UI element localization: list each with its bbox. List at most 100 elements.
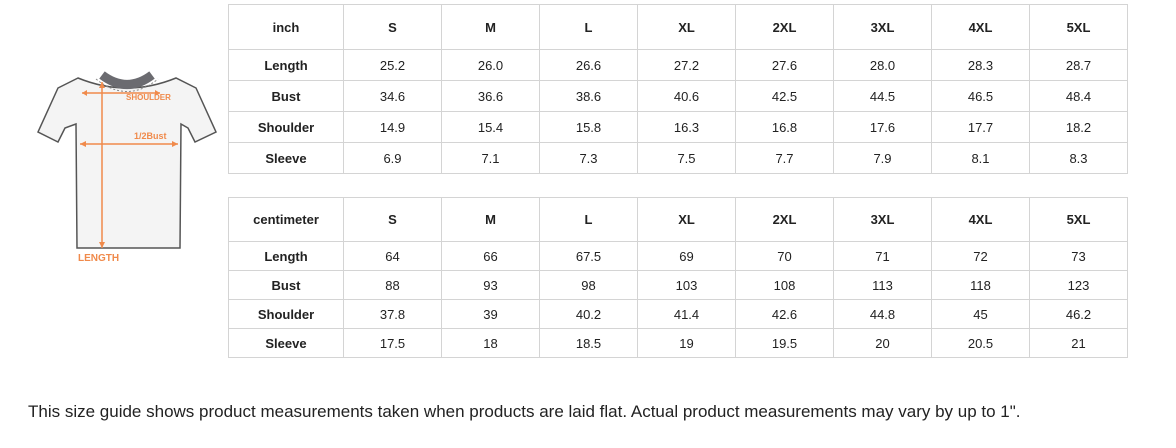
table-cell: 70 xyxy=(735,241,834,271)
row-label: Shoulder xyxy=(228,299,344,329)
row-label: Sleeve xyxy=(228,142,344,174)
table-cell: 42.5 xyxy=(735,80,834,112)
table-cell: 72 xyxy=(931,241,1030,271)
length-arrow-head-top xyxy=(99,82,105,88)
size-guide-note: This size guide shows product measuremen… xyxy=(28,402,1021,421)
table-cell: 17.7 xyxy=(931,111,1030,143)
size-header: 2XL xyxy=(735,197,834,242)
table-cell: 40.6 xyxy=(637,80,736,112)
table-cell: 18 xyxy=(441,328,540,358)
table-cell: 19.5 xyxy=(735,328,834,358)
table-cell: 15.4 xyxy=(441,111,540,143)
table-cell: 19 xyxy=(637,328,736,358)
table-cell: 7.5 xyxy=(637,142,736,174)
table-cell: 44.8 xyxy=(833,299,932,329)
table-cell: 20.5 xyxy=(931,328,1030,358)
size-header: XL xyxy=(637,4,736,50)
unit-header: centimeter xyxy=(228,197,344,242)
table-cell: 7.1 xyxy=(441,142,540,174)
table-cell: 71 xyxy=(833,241,932,271)
table-row: Length 25.2 26.0 26.6 27.2 27.6 28.0 28.… xyxy=(228,49,1128,81)
table-row: Sleeve 17.5 18 18.5 19 19.5 20 20.5 21 xyxy=(228,328,1128,358)
size-header: 3XL xyxy=(833,197,932,242)
size-header: S xyxy=(343,197,442,242)
row-label: Sleeve xyxy=(228,328,344,358)
table-cell: 66 xyxy=(441,241,540,271)
row-label: Length xyxy=(228,241,344,271)
row-label: Length xyxy=(228,49,344,81)
tshirt-body xyxy=(37,77,217,249)
table-cell: 36.6 xyxy=(441,80,540,112)
table-cell: 42.6 xyxy=(735,299,834,329)
size-header: S xyxy=(343,4,442,50)
table-cell: 73 xyxy=(1029,241,1128,271)
length-label: LENGTH xyxy=(78,253,119,264)
centimeter-size-table: centimeter S M L XL 2XL 3XL 4XL 5XL Leng… xyxy=(228,197,1128,358)
table-cell: 93 xyxy=(441,270,540,300)
table-cell: 27.6 xyxy=(735,49,834,81)
shoulder-label: SHOULDER xyxy=(126,93,171,102)
table-cell: 39 xyxy=(441,299,540,329)
table-cell: 8.3 xyxy=(1029,142,1128,174)
table-cell: 48.4 xyxy=(1029,80,1128,112)
table-cell: 123 xyxy=(1029,270,1128,300)
table-cell: 28.3 xyxy=(931,49,1030,81)
size-header: XL xyxy=(637,197,736,242)
unit-header: inch xyxy=(228,4,344,50)
size-header: 4XL xyxy=(931,197,1030,242)
tshirt-collar xyxy=(99,71,155,89)
collar-stitch xyxy=(95,78,159,92)
table-cell: 14.9 xyxy=(343,111,442,143)
table-cell: 98 xyxy=(539,270,638,300)
size-header: 5XL xyxy=(1029,197,1128,242)
table-cell: 113 xyxy=(833,270,932,300)
table-cell: 7.3 xyxy=(539,142,638,174)
table-cell: 40.2 xyxy=(539,299,638,329)
table-cell: 18.5 xyxy=(539,328,638,358)
table-cell: 103 xyxy=(637,270,736,300)
bust-label: 1/2Bust xyxy=(134,131,167,141)
size-header: 3XL xyxy=(833,4,932,50)
table-cell: 44.5 xyxy=(833,80,932,112)
table-header-row: centimeter S M L XL 2XL 3XL 4XL 5XL xyxy=(228,197,1128,242)
table-cell: 20 xyxy=(833,328,932,358)
table-cell: 118 xyxy=(931,270,1030,300)
table-cell: 26.6 xyxy=(539,49,638,81)
inch-size-table: inch S M L XL 2XL 3XL 4XL 5XL Length 25.… xyxy=(228,4,1128,174)
tshirt-icon: SHOULDER 1/2Bust LENGTH xyxy=(37,71,217,264)
row-label: Shoulder xyxy=(228,111,344,143)
table-cell: 25.2 xyxy=(343,49,442,81)
tshirt-measurement-diagram: SHOULDER 1/2Bust LENGTH xyxy=(30,70,225,270)
table-cell: 28.0 xyxy=(833,49,932,81)
table-cell: 67.5 xyxy=(539,241,638,271)
size-header: L xyxy=(539,197,638,242)
bust-arrow-head-left xyxy=(80,141,86,147)
table-cell: 38.6 xyxy=(539,80,638,112)
shoulder-arrow-head-right xyxy=(155,90,160,96)
table-row: Length 64 66 67.5 69 70 71 72 73 xyxy=(228,241,1128,271)
length-arrow-head-bottom xyxy=(99,242,105,248)
row-label: Bust xyxy=(228,270,344,300)
table-cell: 7.7 xyxy=(735,142,834,174)
table-cell: 64 xyxy=(343,241,442,271)
table-cell: 8.1 xyxy=(931,142,1030,174)
table-cell: 88 xyxy=(343,270,442,300)
table-cell: 16.3 xyxy=(637,111,736,143)
table-cell: 18.2 xyxy=(1029,111,1128,143)
table-row: Shoulder 37.8 39 40.2 41.4 42.6 44.8 45 … xyxy=(228,299,1128,329)
table-cell: 27.2 xyxy=(637,49,736,81)
table-header-row: inch S M L XL 2XL 3XL 4XL 5XL xyxy=(228,4,1128,50)
table-cell: 7.9 xyxy=(833,142,932,174)
table-row: Shoulder 14.9 15.4 15.8 16.3 16.8 17.6 1… xyxy=(228,111,1128,143)
table-cell: 15.8 xyxy=(539,111,638,143)
table-row: Bust 34.6 36.6 38.6 40.6 42.5 44.5 46.5 … xyxy=(228,80,1128,112)
table-cell: 69 xyxy=(637,241,736,271)
shoulder-arrow-head-left xyxy=(82,90,87,96)
table-cell: 21 xyxy=(1029,328,1128,358)
table-cell: 28.7 xyxy=(1029,49,1128,81)
table-cell: 16.8 xyxy=(735,111,834,143)
table-cell: 26.0 xyxy=(441,49,540,81)
bust-arrow-head-right xyxy=(172,141,178,147)
size-header: 2XL xyxy=(735,4,834,50)
table-cell: 37.8 xyxy=(343,299,442,329)
